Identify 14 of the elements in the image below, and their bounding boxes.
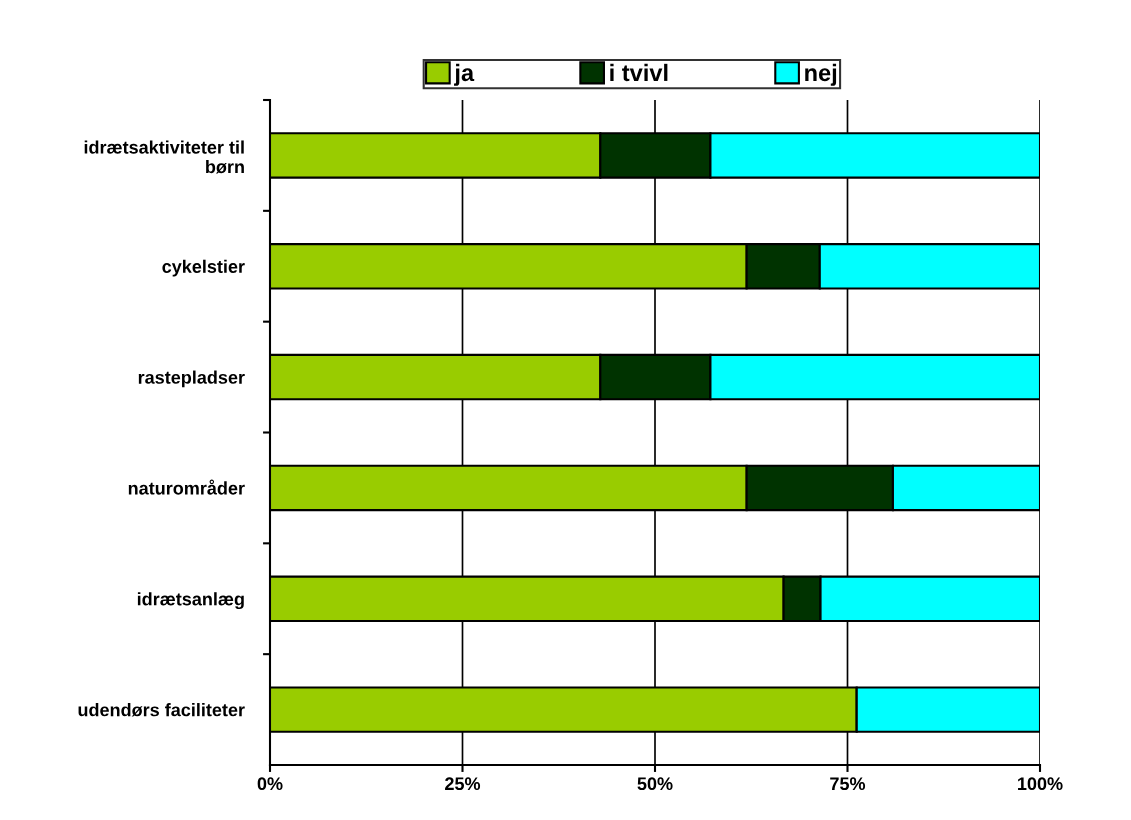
x-tick-label: 75%: [830, 777, 866, 791]
y-tick-label: idrætsanlæg: [137, 592, 244, 610]
legend-label: nej: [805, 63, 837, 86]
y-tick-label: udendørs faciliteter: [78, 703, 245, 717]
y-tick-label: rastepladser: [138, 370, 245, 388]
y-tick-label: naturområder: [128, 479, 245, 495]
legend-label: i tvivl: [610, 63, 668, 82]
y-tick-label: idrætsaktiviteter til børn: [84, 140, 244, 174]
legend-label: ja: [454, 63, 475, 86]
x-tick-label: 25%: [445, 777, 481, 791]
x-tick-label: 100%: [1018, 777, 1063, 791]
x-tick-label: 50%: [637, 777, 673, 791]
x-tick-label: 0%: [257, 777, 283, 791]
y-tick-label: cykelstier: [162, 259, 245, 277]
